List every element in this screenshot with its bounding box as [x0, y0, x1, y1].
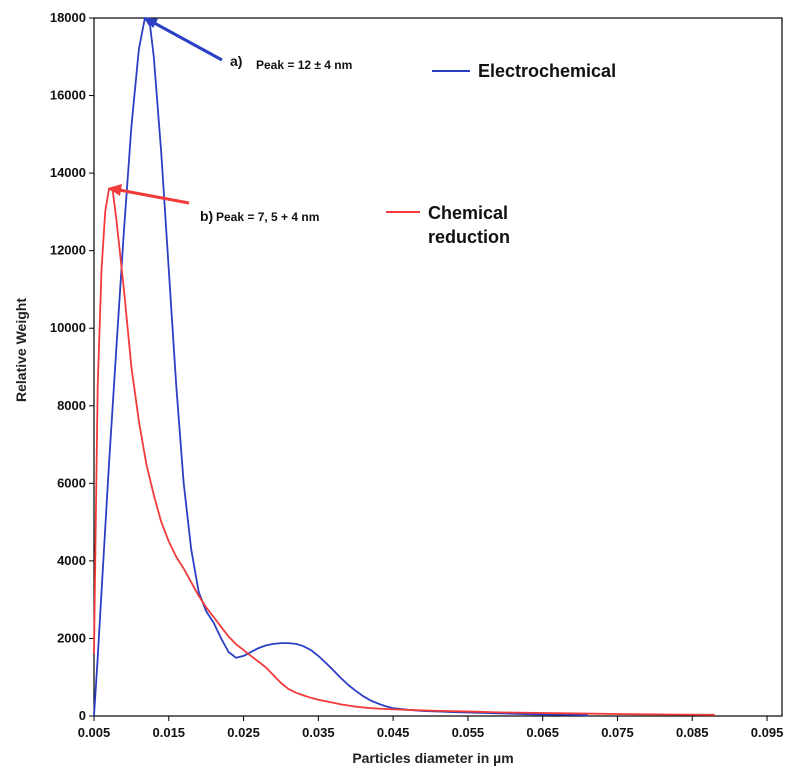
- x-tick-label: 0.085: [676, 725, 709, 740]
- x-tick-label: 0.095: [751, 725, 784, 740]
- y-tick-label: 16000: [50, 88, 86, 103]
- y-tick-label: 8000: [57, 398, 86, 413]
- y-tick-label: 0: [79, 708, 86, 723]
- x-tick-label: 0.045: [377, 725, 410, 740]
- y-tick-label: 6000: [57, 475, 86, 490]
- y-tick-label: 18000: [50, 10, 86, 25]
- plot-frame: [93, 17, 783, 717]
- y-tick-label: 2000: [57, 630, 86, 645]
- x-tick-label: 0.025: [227, 725, 260, 740]
- y-tick-label: 14000: [50, 165, 86, 180]
- x-axis-title: Particles diameter in µm: [352, 750, 513, 766]
- peak-a-label: a): [230, 53, 242, 69]
- x-tick-label: 0.035: [302, 725, 335, 740]
- x-tick-label: 0.055: [452, 725, 485, 740]
- legend-electrochemical-text: Electrochemical: [478, 61, 616, 81]
- y-axis-title: Relative Weight: [13, 298, 29, 402]
- series-layer: [93, 17, 715, 717]
- peak-b-label: b): [200, 208, 213, 224]
- x-tick-label: 0.065: [526, 725, 559, 740]
- peak-a-text: Peak = 12 ± 4 nm: [256, 58, 352, 72]
- x-tick-label: 0.005: [78, 725, 111, 740]
- peak-a-arrow: [146, 17, 223, 62]
- axes: 0 2000 4000 6000 8000 10000 12000 14000 16000 180…: [50, 10, 783, 740]
- peak-b-text: Peak = 7, 5 + 4 nm: [216, 210, 319, 224]
- y-tick-label: 4000: [57, 553, 86, 568]
- series-line-chemical-reduction: [93, 187, 715, 716]
- y-tick-label: 12000: [50, 243, 86, 258]
- x-tick-label: 0.015: [153, 725, 186, 740]
- y-tick-label: 10000: [50, 320, 86, 335]
- peak-b-arrow: [113, 187, 190, 205]
- peak-a-arrowhead: [144, 17, 158, 28]
- legend-chemical-text-line2: reduction: [428, 227, 510, 247]
- legend-chemical-text-line1: Chemical: [428, 203, 508, 223]
- peak-b-arrowhead: [108, 184, 122, 196]
- x-tick-label: 0.075: [601, 725, 634, 740]
